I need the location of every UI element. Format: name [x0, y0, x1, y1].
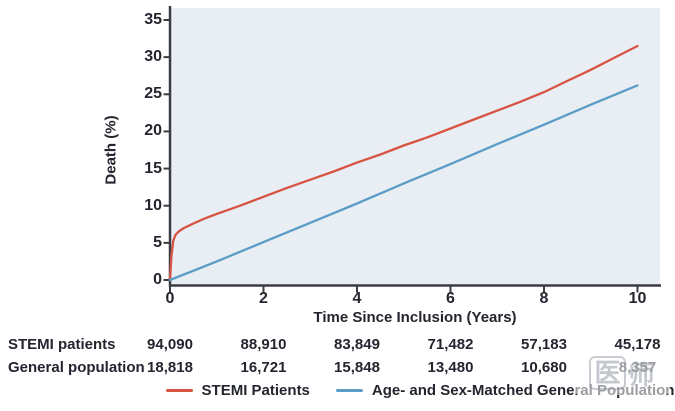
risk-row-label: STEMI patients — [8, 336, 116, 353]
risk-table-row-population: General population 18,818 16,721 15,848 13,… — [0, 359, 675, 377]
chart-legend: STEMI Patients Age- and Sex-Matched Gene… — [165, 382, 674, 399]
x-tick-label: 0 — [165, 290, 175, 307]
legend-label: STEMI Patients — [201, 382, 310, 399]
risk-value: 15,848 — [334, 359, 380, 376]
y-tick-label: 30 — [144, 48, 162, 66]
risk-value: 13,480 — [427, 359, 474, 376]
legend-item-stemi: STEMI Patients — [165, 382, 310, 399]
risk-value: 16,721 — [240, 359, 287, 376]
y-tick-label: 35 — [144, 10, 162, 28]
risk-value: 18,818 — [147, 359, 193, 376]
general-population-line — [168, 84, 639, 282]
risk-table-row-stemi: STEMI patients 94,090 88,910 83,849 71,482 5… — [0, 336, 675, 354]
x-tick-label: 4 — [352, 290, 362, 307]
y-tick-label: 10 — [144, 196, 162, 214]
risk-row-label: General population — [8, 359, 145, 376]
x-axis-title: Time Since Inclusion (Years) — [313, 309, 517, 326]
risk-value: 8,357 — [618, 359, 657, 376]
risk-value: 94,090 — [147, 336, 193, 353]
legend-item-general-population: Age- and Sex-Matched General Population — [335, 382, 675, 399]
axis-lines — [168, 6, 661, 287]
y-tick-label: 20 — [144, 122, 162, 140]
legend-label: Age- and Sex-Matched General Population — [371, 382, 675, 399]
x-tick-label: 8 — [539, 290, 549, 307]
plot-area-background — [170, 8, 660, 286]
y-tick-label: 0 — [153, 271, 162, 288]
population-line-swatch — [335, 389, 363, 392]
risk-value: 45,178 — [614, 336, 661, 353]
risk-value: 71,482 — [427, 336, 474, 353]
y-axis-title: Death (%) — [102, 115, 120, 185]
x-tick-label: 10 — [628, 290, 647, 307]
x-tick-label: 2 — [259, 290, 268, 307]
risk-value: 83,849 — [334, 336, 380, 353]
x-tick-label: 6 — [446, 290, 455, 307]
y-tick-label: 25 — [144, 85, 162, 103]
y-tick-label: 5 — [153, 233, 162, 251]
stemi-patients-line — [168, 44, 639, 282]
stemi-line-swatch — [165, 389, 193, 392]
y-tick-label: 15 — [144, 159, 162, 177]
risk-value: 88,910 — [240, 336, 287, 353]
risk-value: 57,183 — [521, 336, 567, 353]
risk-value: 10,680 — [521, 359, 567, 376]
